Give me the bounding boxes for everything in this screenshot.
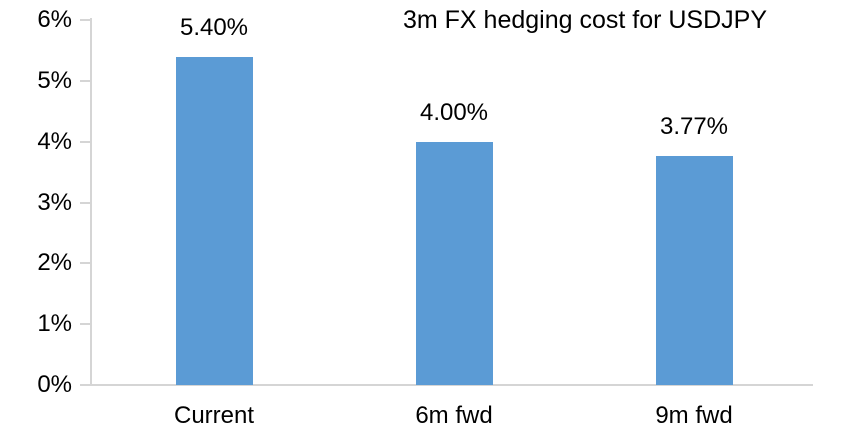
y-axis-tick [80,201,91,204]
chart-title: 3m FX hedging cost for USDJPY [402,6,768,34]
x-category-label: 6m fwd [415,402,493,429]
y-tick-label: 5% [37,66,72,94]
bar-6m-fwd [415,141,493,385]
y-axis-line [90,18,92,386]
y-axis-tick [80,384,91,386]
y-tick-label: 1% [37,310,72,338]
y-tick-label: 0% [37,371,72,398]
x-axis-line [88,384,813,386]
x-category-label: Current [173,402,255,429]
bar-current [175,56,253,385]
bar-value-label: 3.77% [659,112,729,140]
y-axis-tick [80,323,91,326]
y-tick-label: 4% [37,127,72,155]
bar-value-label: 4.00% [419,98,489,126]
x-category-label: 9m fwd [655,402,733,429]
y-tick-label: 6% [37,6,72,33]
y-tick-label: 3% [37,188,72,216]
y-axis-tick [80,262,91,265]
bar-9m-fwd [655,155,733,385]
y-axis-tick [80,140,91,143]
y-axis-tick [80,19,91,21]
bar-value-label: 5.40% [179,13,249,41]
y-axis-tick [80,79,91,82]
y-tick-label: 2% [37,249,72,277]
